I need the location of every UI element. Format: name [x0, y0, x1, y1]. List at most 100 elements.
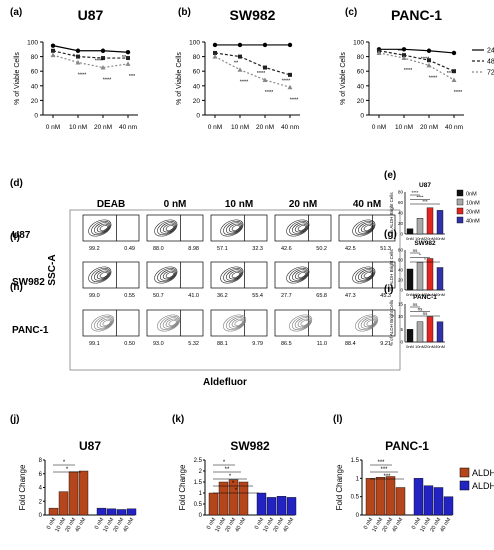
gate-left-value: 99.0 — [89, 293, 100, 299]
y-tick-label: 0 — [356, 513, 360, 519]
contour — [165, 318, 178, 328]
bar — [68, 471, 79, 516]
legend-swatch — [456, 198, 464, 206]
column-header: 0 nM — [164, 199, 187, 210]
contour — [99, 225, 108, 231]
contour — [294, 317, 311, 329]
x-tick-label: 40 nM — [282, 517, 295, 534]
x-tick-label: 40nM — [435, 344, 445, 349]
contour — [286, 219, 310, 237]
data-point — [401, 47, 407, 52]
legend-swatch — [456, 207, 464, 215]
significance-mark: **** — [454, 90, 463, 96]
y-axis-label: Fold Change — [335, 464, 344, 510]
y-tick-label: 2 — [39, 499, 43, 505]
panel-label: (l) — [333, 414, 342, 425]
contour — [355, 220, 375, 236]
data-point — [401, 55, 407, 61]
data-point — [51, 48, 55, 53]
legend-label: 40nM — [466, 219, 480, 225]
contour — [220, 219, 244, 237]
contour — [297, 318, 310, 328]
contour — [162, 223, 175, 233]
sig-mark: *** — [383, 474, 391, 480]
y-tick-label: 15 — [398, 302, 404, 307]
contour — [159, 222, 176, 234]
bar — [365, 478, 376, 516]
bar — [48, 507, 59, 516]
contour — [154, 266, 178, 284]
gate-right-value: 0.50 — [124, 341, 135, 347]
legend-swatch — [456, 216, 464, 224]
bar — [96, 507, 107, 516]
y-tick-label: 0 — [400, 232, 403, 237]
chart-title: U87 — [79, 439, 101, 453]
data-point — [263, 65, 267, 70]
x-tick-label: 20 nM — [256, 124, 274, 131]
significance-mark: **** — [265, 90, 274, 96]
y-tick-label: 0 — [400, 340, 403, 345]
panel-label: (i) — [384, 284, 393, 295]
gate-right-value: 11.0 — [317, 341, 327, 347]
data-point — [402, 53, 406, 58]
y-tick-label: 80 — [398, 190, 404, 195]
x-tick-label: 0 nM — [372, 124, 386, 131]
y-tick-label: 80 — [193, 54, 201, 61]
x-tick-label: 10 nM — [69, 124, 87, 131]
contour — [223, 314, 247, 332]
y-tick-label: 40 — [357, 83, 365, 90]
data-point — [101, 56, 105, 61]
contour — [88, 266, 112, 284]
column-header: 10 nM — [225, 199, 253, 210]
series-line — [378, 52, 455, 81]
gate-left-value: 86.5 — [281, 341, 292, 347]
chart-title: SW982 — [414, 240, 436, 247]
contour — [99, 272, 108, 278]
x-tick-label: 20nM — [425, 292, 435, 297]
contour — [157, 314, 181, 332]
series-line — [378, 50, 455, 72]
contour — [360, 270, 373, 280]
y-tick-label: 40 — [398, 268, 404, 273]
y-tick-label: 20 — [398, 221, 404, 226]
gate-box — [338, 309, 396, 337]
chart-title: SW982 — [230, 7, 276, 23]
y-tick-label: 80 — [31, 54, 39, 61]
x-tick-label: 40 nM — [74, 517, 87, 534]
panel-label: (d) — [10, 178, 23, 189]
contour — [231, 318, 244, 328]
y-tick-label: 60 — [398, 200, 404, 205]
y-tick-label: 20 — [193, 98, 201, 105]
contour — [157, 220, 177, 236]
bar — [426, 316, 434, 343]
viability-panels: U87 0 20 40 60 80 100 0 nM 10 nM 20 nM 40 nm % of V… — [14, 7, 494, 131]
x-tick-label: 10nM — [415, 236, 425, 241]
gate-left-value: 27.7 — [281, 293, 292, 299]
data-point — [376, 50, 382, 55]
contour — [363, 272, 372, 278]
legend-swatch — [456, 189, 464, 197]
panel-label: (e) — [384, 170, 396, 181]
contour — [360, 317, 377, 329]
gate-left-value: 47.3 — [345, 293, 356, 299]
contour — [228, 270, 241, 280]
y-tick-label: 6 — [39, 472, 43, 478]
contour — [159, 315, 180, 331]
y-tick-label: 0.5 — [194, 502, 203, 508]
significance-mark: **** — [282, 78, 291, 84]
y-axis-label: % of Viable Cells — [176, 52, 183, 105]
sig-mark: * — [223, 460, 226, 466]
data-point — [427, 58, 431, 63]
contour — [234, 320, 243, 326]
legend-label: ALDHdim — [472, 481, 494, 491]
x-tick-label: 0 nM — [94, 517, 106, 531]
y-tick-label: 60 — [357, 69, 365, 76]
gate-box — [146, 309, 204, 337]
y-tick-label: 40 — [31, 83, 39, 90]
significance-mark: **** — [257, 71, 266, 77]
row-label: U87 — [12, 230, 31, 241]
sig-mark: ns — [413, 248, 419, 253]
y-tick-label: 0 — [199, 513, 203, 519]
gate-left-value: 42.5 — [345, 246, 356, 252]
y-tick-label: 60 — [398, 258, 404, 263]
